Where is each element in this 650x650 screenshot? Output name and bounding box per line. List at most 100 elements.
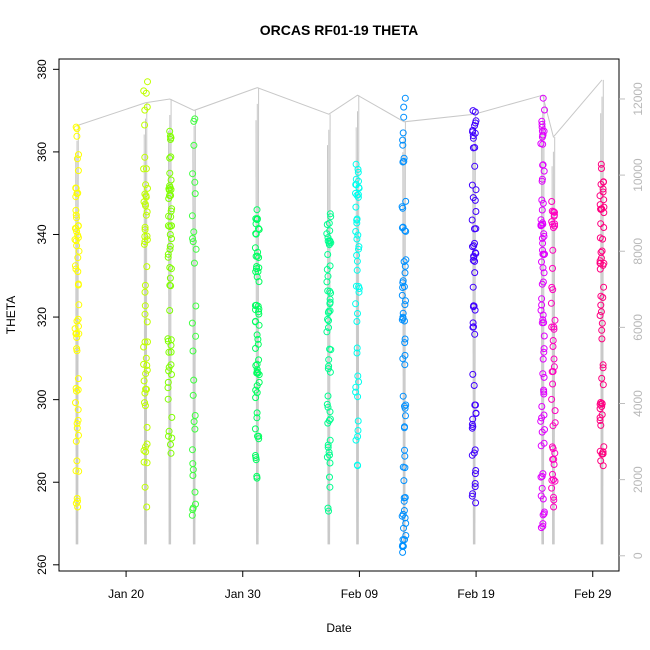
data-point [141, 402, 149, 410]
data-point [143, 503, 151, 511]
data-point [597, 301, 605, 309]
data-point [472, 186, 480, 194]
data-point [143, 263, 151, 271]
y-left-tick-label: 320 [35, 307, 49, 327]
data-point [167, 282, 175, 290]
data-point [401, 262, 409, 270]
data-point [73, 242, 81, 250]
data-point [400, 424, 408, 432]
series-rf01 [71, 123, 83, 511]
data-point [167, 348, 175, 356]
x-tick-label: Feb 29 [574, 587, 612, 601]
data-point [469, 415, 477, 423]
data-point [550, 224, 557, 232]
data-point [550, 503, 558, 511]
data-point [192, 245, 200, 253]
data-point [354, 310, 361, 317]
data-point [353, 219, 361, 227]
altitude-profile-rf08 [402, 152, 404, 545]
data-point [141, 399, 148, 407]
series-rf09 [468, 107, 480, 507]
data-point [192, 302, 200, 310]
data-point [73, 345, 81, 353]
data-point [401, 452, 409, 460]
data-point [469, 490, 477, 498]
data-point [355, 288, 363, 296]
x-tick-label: Feb 09 [341, 587, 379, 601]
data-point [471, 239, 478, 247]
plot-frame [58, 58, 620, 572]
data-point [253, 409, 261, 417]
data-point [71, 325, 79, 333]
data-point [191, 190, 199, 198]
data-point [539, 520, 547, 528]
data-point [469, 370, 477, 378]
data-point [326, 237, 334, 245]
data-point [401, 339, 409, 347]
data-point [538, 472, 546, 480]
data-point [141, 338, 149, 346]
data-point [166, 154, 174, 162]
data-point [255, 278, 263, 286]
data-point [188, 212, 196, 220]
data-point [538, 177, 546, 185]
data-point [470, 302, 478, 310]
data-point [255, 356, 263, 364]
data-point [549, 337, 557, 344]
data-point [167, 449, 175, 457]
data-point [400, 524, 407, 532]
data-point [548, 395, 556, 403]
data-point [141, 483, 149, 491]
data-point [72, 437, 80, 445]
data-point [166, 274, 174, 282]
data-point [168, 434, 176, 442]
data-point [252, 230, 260, 238]
data-point [399, 309, 407, 317]
data-point [354, 393, 362, 401]
data-point [141, 223, 149, 231]
data-point [325, 448, 333, 456]
data-point [141, 281, 149, 289]
data-point [324, 392, 332, 400]
data-point [144, 338, 151, 346]
data-point [165, 195, 173, 202]
data-point [166, 169, 174, 177]
series-rf04 [188, 115, 200, 519]
data-point [324, 272, 332, 280]
data-point [252, 394, 260, 402]
data-point [472, 208, 480, 215]
data-point [353, 215, 361, 223]
data-point [600, 203, 608, 211]
data-point [547, 299, 555, 307]
data-point [551, 407, 559, 415]
data-point [326, 473, 333, 481]
data-point [74, 268, 82, 276]
data-point [537, 417, 545, 425]
data-point [353, 235, 361, 243]
data-point [540, 167, 548, 175]
altitude-layer [75, 79, 604, 545]
data-point [75, 330, 83, 338]
data-point [539, 370, 547, 378]
data-point [550, 355, 558, 363]
data-point [74, 375, 82, 383]
data-point [324, 504, 332, 512]
data-point [399, 129, 407, 137]
data-point [598, 319, 606, 327]
data-point [326, 307, 334, 315]
data-point [323, 230, 331, 238]
data-point [399, 284, 407, 291]
data-point [189, 238, 197, 246]
data-point [189, 347, 197, 355]
series-rf05 [251, 206, 263, 482]
data-point [537, 221, 545, 229]
x-axis-label: Date [326, 621, 352, 635]
data-point [323, 328, 331, 336]
data-point [142, 165, 150, 173]
data-point [538, 206, 546, 214]
data-point [74, 167, 82, 175]
data-point [352, 436, 360, 444]
data-point [537, 216, 545, 224]
data-point [538, 484, 546, 492]
data-point [539, 311, 547, 319]
